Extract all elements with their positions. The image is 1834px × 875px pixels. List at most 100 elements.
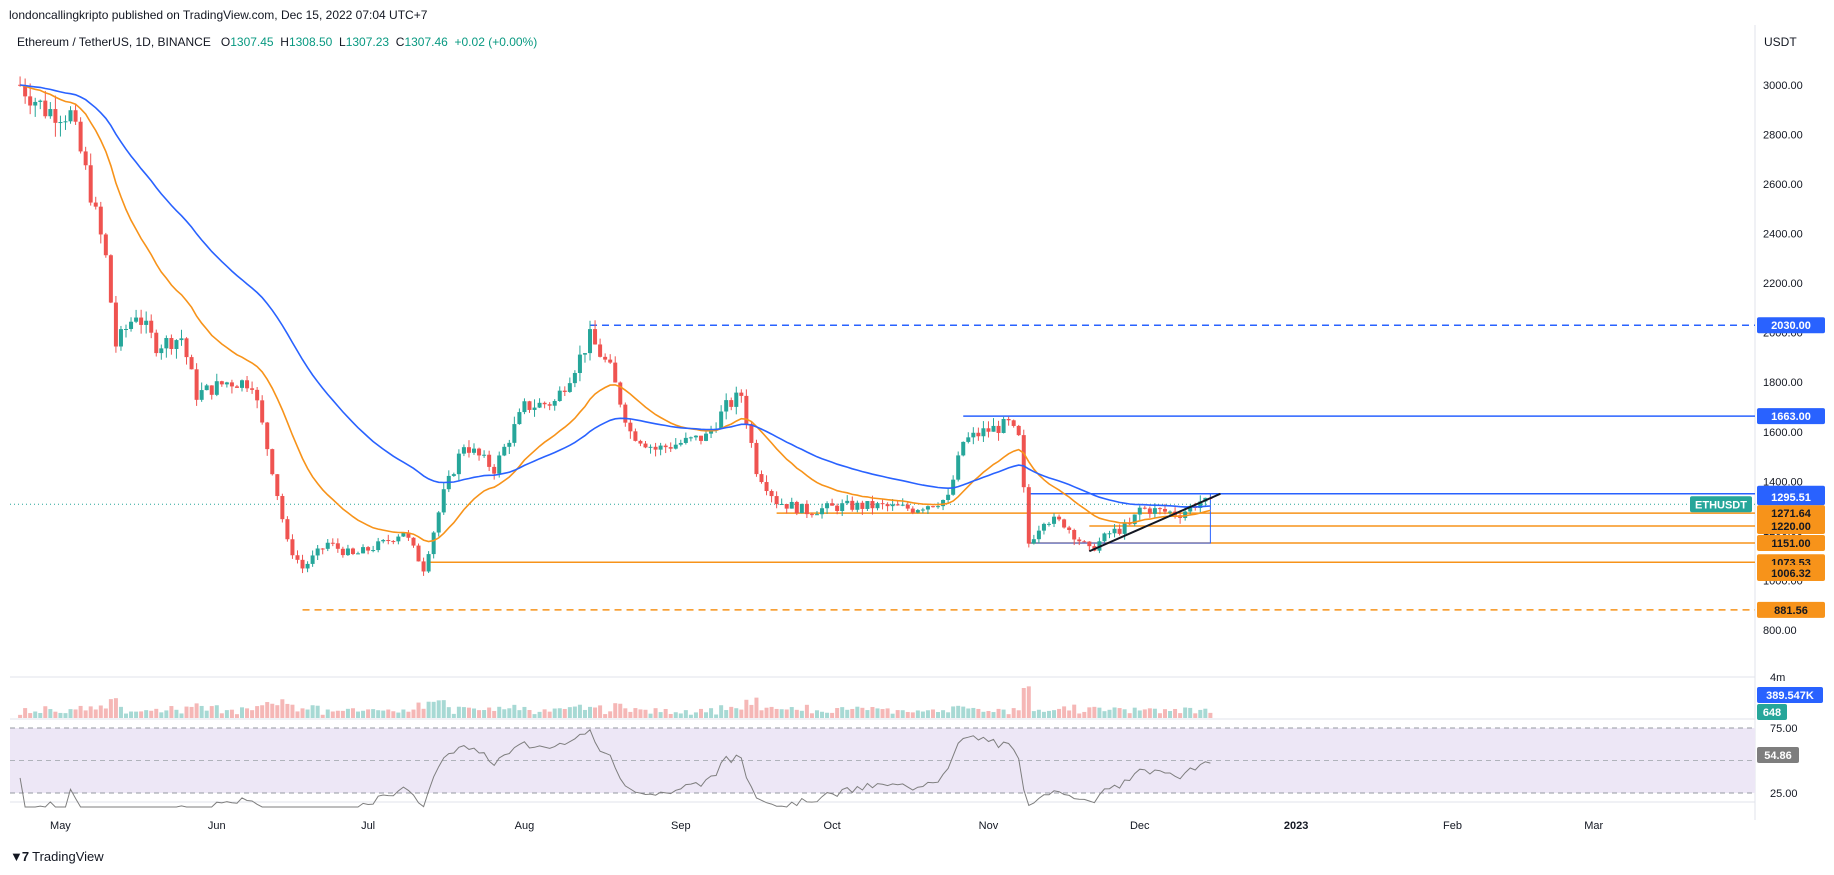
symbol-name[interactable]: Ethereum / TetherUS, 1D, BINANCE	[17, 35, 211, 49]
candle-body	[799, 503, 804, 514]
volume-bar	[154, 708, 159, 718]
volume-bar	[356, 711, 361, 718]
volume-bar	[1006, 714, 1011, 718]
candle-body	[245, 380, 250, 389]
extra-price-tag: 1006.32	[1771, 568, 1811, 580]
volume-bar	[512, 704, 517, 718]
volume-bar	[714, 714, 719, 718]
volume-bar	[1203, 708, 1208, 718]
close-label: C	[395, 35, 405, 49]
candle-body	[537, 402, 542, 408]
candle-body	[658, 445, 663, 450]
candle-body	[356, 553, 361, 555]
symbol-legend: Ethereum / TetherUS, 1D, BINANCE O1307.4…	[17, 35, 537, 49]
candle-body	[809, 514, 814, 516]
candle-body	[149, 320, 154, 333]
volume-bar	[582, 709, 587, 718]
volume-bar	[1077, 713, 1082, 718]
candle-body	[638, 440, 643, 444]
volume-bar	[189, 706, 194, 718]
volume-bar	[693, 712, 698, 718]
volume-bar	[552, 708, 557, 718]
volume-bar	[280, 699, 285, 718]
volume-bar	[411, 709, 416, 718]
tradingview-brand[interactable]: ▼7 TradingView	[10, 849, 104, 864]
candle-body	[310, 555, 315, 564]
volume-bar	[890, 713, 895, 718]
volume-bar	[809, 713, 814, 718]
candle-body	[335, 543, 340, 549]
volume-bar	[1168, 711, 1173, 718]
candle-body	[1041, 523, 1046, 531]
level-tag: 881.56	[1774, 605, 1808, 617]
volume-bar	[492, 710, 497, 718]
candle-body	[124, 328, 129, 330]
volume-bar	[376, 710, 381, 718]
candle-body	[1152, 508, 1157, 514]
open-value: 1307.45	[230, 35, 274, 49]
publisher-line: londoncallingkripto published on Trading…	[9, 8, 428, 22]
candle-body	[759, 474, 764, 483]
candle-body	[557, 390, 562, 401]
rsi-layer: 75.00 25.00	[19, 723, 1798, 808]
volume-bar	[920, 711, 925, 718]
volume-bar	[129, 711, 134, 718]
volume-bar	[522, 706, 527, 718]
level-tag: 1663.00	[1771, 411, 1811, 423]
volume-bar	[300, 708, 305, 718]
candle-body	[1011, 420, 1016, 426]
volume-bar	[159, 712, 164, 718]
moving-averages-layer	[19, 84, 1221, 553]
candle-body	[688, 437, 693, 439]
volume-bar	[633, 708, 638, 718]
x-tick-label: Aug	[515, 820, 535, 832]
candle-body	[325, 542, 330, 549]
volume-bar	[739, 709, 744, 718]
volume-bar	[623, 708, 628, 718]
candle-body	[598, 344, 603, 357]
volume-bar	[638, 709, 643, 718]
volume-bar	[1016, 710, 1021, 718]
rsi-upper-label: 75.00	[1770, 723, 1798, 735]
candle-body	[522, 401, 527, 413]
volume-bar	[1062, 706, 1067, 718]
level-tag: 1220.00	[1771, 521, 1811, 533]
volume-bar	[477, 710, 482, 718]
volume-bar	[18, 714, 23, 718]
y-tick-label: 800.00	[1763, 625, 1797, 637]
candle-body	[613, 362, 618, 383]
candle-body	[956, 455, 961, 480]
volume-bar	[603, 714, 608, 718]
volume-bar	[325, 709, 330, 718]
candle-body	[451, 474, 456, 476]
volume-bar	[991, 712, 996, 718]
volume-bar	[164, 710, 169, 718]
candle-body	[224, 382, 229, 385]
volume-bar	[366, 709, 371, 718]
candle-body	[33, 101, 38, 106]
volume-bar	[1057, 708, 1062, 718]
high-label: H	[280, 35, 289, 49]
candle-body	[900, 504, 905, 506]
candle-body	[386, 540, 391, 542]
ma-fast-line	[19, 84, 1211, 543]
candle-body	[1102, 533, 1107, 542]
volume-bar	[497, 706, 502, 718]
volume-bar	[1097, 707, 1102, 718]
volume-bar	[946, 712, 951, 718]
level-tag: 2030.00	[1771, 320, 1811, 332]
volume-bar	[78, 705, 83, 718]
candle-body	[860, 502, 865, 509]
candle-body	[461, 447, 466, 454]
candle-body	[527, 401, 532, 410]
candle-body	[250, 388, 255, 390]
candle-body	[850, 500, 855, 510]
candle-body	[729, 400, 734, 407]
volume-bar	[461, 707, 466, 718]
volume-bar	[986, 710, 991, 718]
candle-body	[134, 317, 139, 322]
volume-bar	[1183, 707, 1188, 718]
volume-bar	[905, 711, 910, 718]
volume-bar	[900, 710, 905, 718]
